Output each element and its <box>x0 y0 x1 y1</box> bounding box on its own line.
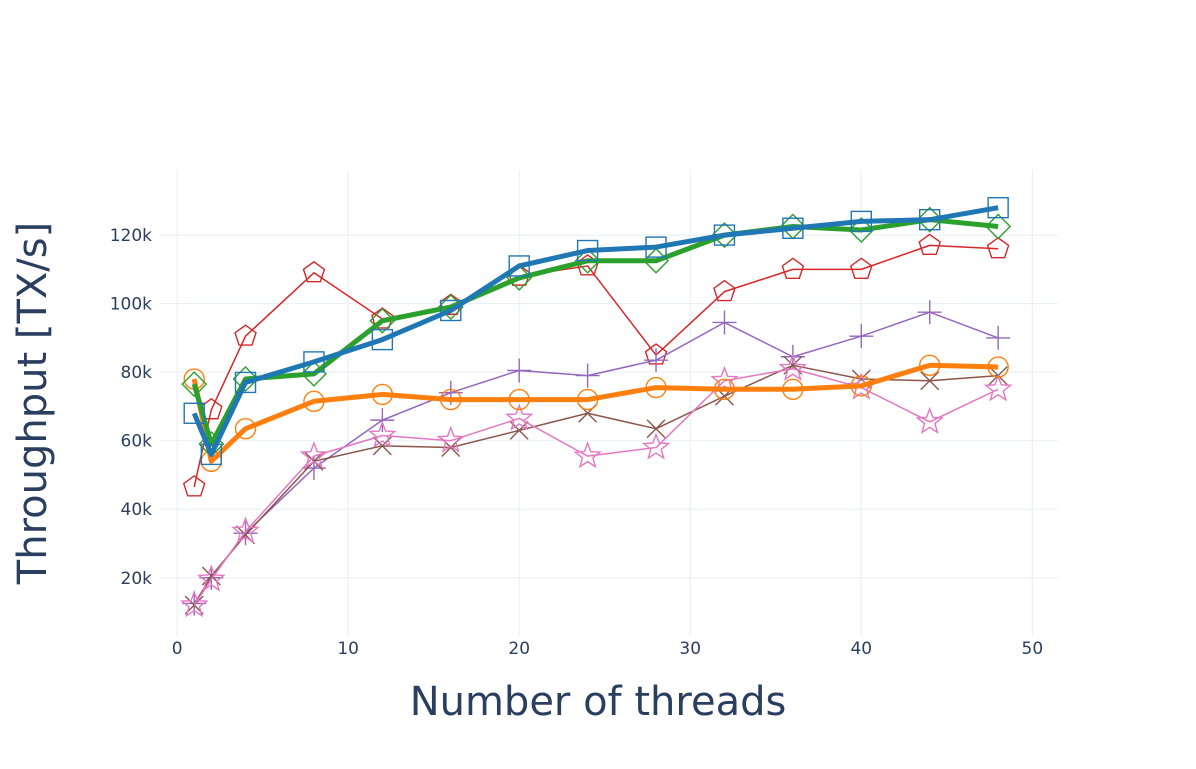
cross-marker <box>233 521 258 546</box>
x-tick-label: 30 <box>679 639 701 659</box>
square-marker <box>919 208 941 231</box>
star-marker <box>573 441 602 469</box>
pentagon-marker <box>234 324 257 346</box>
square-marker <box>371 328 394 351</box>
series-group <box>179 196 1013 618</box>
star-marker <box>368 420 397 448</box>
square-marker <box>200 443 223 466</box>
circle-marker <box>987 356 1009 378</box>
diamond-marker <box>985 213 1012 240</box>
cross-marker <box>712 310 737 335</box>
series-line <box>193 364 999 606</box>
diamond-marker <box>848 216 875 243</box>
pentagon-marker <box>182 475 206 497</box>
circle-marker <box>576 388 599 411</box>
diamond-marker <box>369 307 396 334</box>
cross-marker <box>370 408 395 433</box>
x-marker <box>646 419 666 439</box>
star-marker <box>778 353 808 381</box>
square-marker <box>303 351 325 373</box>
y-tick-label: 20k <box>121 569 153 589</box>
x-axis-ticks: 0 10 20 30 40 50 <box>172 639 1043 659</box>
x-tick-label: 20 <box>508 639 530 659</box>
square-marker <box>508 255 530 277</box>
diamond-marker <box>232 366 259 392</box>
series-line <box>191 362 999 464</box>
star-marker <box>504 403 534 431</box>
square-marker <box>183 402 205 424</box>
series-line <box>191 217 999 447</box>
series-0 <box>183 196 1009 466</box>
star-marker <box>231 516 260 544</box>
y-tick-label: 100k <box>110 295 152 315</box>
y-tick-label: 120k <box>110 226 152 246</box>
circle-marker <box>303 390 325 412</box>
circle-marker <box>440 388 462 411</box>
square-marker <box>645 236 667 258</box>
cross-marker <box>507 358 532 383</box>
diamond-marker <box>916 206 943 233</box>
circle-marker <box>645 376 667 399</box>
pentagon-marker <box>371 307 394 329</box>
square-marker <box>850 210 872 233</box>
x-axis-title: Number of threads <box>410 679 787 725</box>
pentagon-marker <box>986 236 1010 259</box>
diamond-marker <box>711 222 738 249</box>
cross-marker <box>575 363 600 388</box>
star-marker <box>299 441 329 469</box>
pentagon-marker <box>850 257 873 279</box>
cross-marker <box>849 324 874 349</box>
cross-marker <box>301 456 326 481</box>
y-axis-title: Throughput [TX/s] <box>10 222 56 585</box>
square-marker <box>987 196 1009 219</box>
circle-marker <box>850 375 872 397</box>
square-marker <box>713 224 736 246</box>
circle-marker <box>919 354 941 377</box>
y-tick-label: 60k <box>121 432 153 452</box>
star-marker <box>641 432 671 460</box>
cross-marker <box>644 348 669 373</box>
diamond-marker <box>181 371 208 398</box>
diamond-marker <box>300 360 327 387</box>
star-marker <box>983 374 1013 402</box>
square-marker <box>782 217 804 239</box>
circle-marker <box>508 388 530 411</box>
cross-marker <box>917 300 942 325</box>
y-axis-ticks: 20k 40k 60k 80k 100k 120k <box>110 226 152 589</box>
pentagon-marker <box>302 260 326 283</box>
x-marker <box>920 371 940 391</box>
circle-marker <box>371 383 394 406</box>
cross-marker <box>986 325 1011 350</box>
series-2 <box>181 206 1012 458</box>
series-4 <box>182 300 1011 616</box>
pentagon-marker <box>918 233 942 255</box>
pentagon-marker <box>713 279 736 302</box>
x-tick-label: 10 <box>337 639 359 659</box>
square-marker <box>576 239 599 262</box>
pentagon-marker <box>781 257 805 279</box>
circle-marker <box>782 378 804 400</box>
square-marker <box>440 299 462 322</box>
star-marker <box>710 365 739 393</box>
series-line <box>193 311 999 604</box>
square-marker <box>234 371 257 394</box>
series-line <box>191 205 999 457</box>
star-marker <box>436 425 466 453</box>
star-marker <box>179 590 209 618</box>
circle-marker <box>713 378 736 400</box>
x-tick-label: 50 <box>1022 639 1044 659</box>
star-marker <box>197 564 226 592</box>
y-tick-label: 40k <box>121 500 153 520</box>
diamond-marker <box>574 247 601 274</box>
circle-marker <box>234 417 257 440</box>
x-tick-label: 0 <box>172 639 183 659</box>
x-tick-label: 40 <box>850 639 872 659</box>
y-tick-label: 80k <box>121 363 153 383</box>
star-marker <box>915 406 944 434</box>
